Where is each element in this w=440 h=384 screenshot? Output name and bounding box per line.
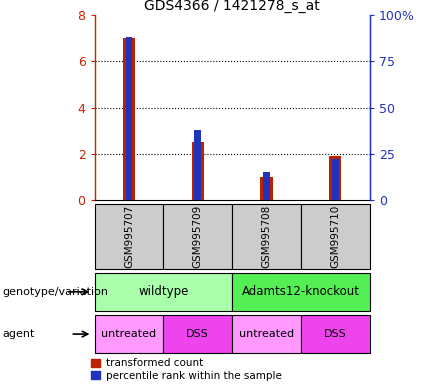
Text: Adamts12-knockout: Adamts12-knockout bbox=[242, 285, 360, 298]
Bar bbox=[301, 204, 370, 269]
Bar bbox=[329, 156, 341, 200]
Bar bbox=[191, 142, 204, 200]
Text: wildtype: wildtype bbox=[138, 285, 188, 298]
Text: GSM995709: GSM995709 bbox=[193, 205, 203, 268]
Text: GSM995707: GSM995707 bbox=[124, 205, 134, 268]
Text: GSM995710: GSM995710 bbox=[330, 205, 340, 268]
Text: GSM995708: GSM995708 bbox=[261, 205, 271, 268]
Text: DSS: DSS bbox=[187, 329, 209, 339]
Bar bbox=[163, 315, 232, 353]
Bar bbox=[232, 204, 301, 269]
Text: untreated: untreated bbox=[239, 329, 294, 339]
Bar bbox=[232, 315, 301, 353]
Text: genotype/variation: genotype/variation bbox=[2, 287, 108, 297]
Bar bbox=[95, 204, 163, 269]
Bar bbox=[163, 204, 232, 269]
Bar bbox=[95, 273, 232, 311]
Bar bbox=[194, 130, 201, 200]
Legend: transformed count, percentile rank within the sample: transformed count, percentile rank withi… bbox=[91, 359, 282, 381]
Bar bbox=[332, 159, 339, 200]
Text: untreated: untreated bbox=[101, 329, 157, 339]
Text: agent: agent bbox=[2, 329, 35, 339]
Text: DSS: DSS bbox=[324, 329, 347, 339]
Bar bbox=[301, 315, 370, 353]
Title: GDS4366 / 1421278_s_at: GDS4366 / 1421278_s_at bbox=[144, 0, 320, 13]
Bar bbox=[125, 38, 132, 200]
Bar bbox=[260, 177, 273, 200]
Bar bbox=[95, 315, 163, 353]
Bar bbox=[263, 172, 270, 200]
Bar bbox=[123, 38, 135, 200]
Bar bbox=[232, 273, 370, 311]
